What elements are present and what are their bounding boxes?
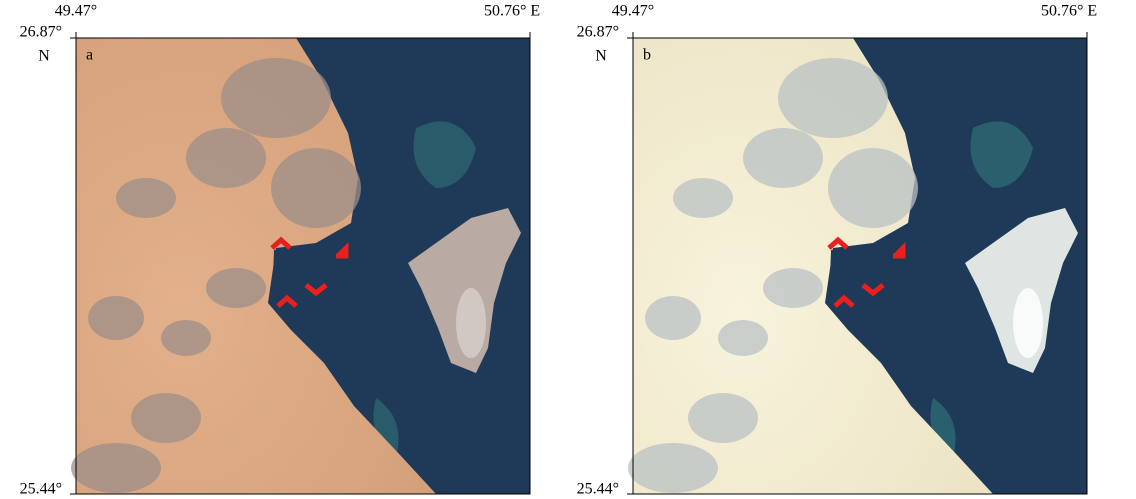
panel-label: b (643, 47, 651, 64)
island-core (1013, 288, 1043, 358)
lat-top: 26.87° (577, 24, 619, 41)
cloud-patch (116, 178, 176, 218)
cloud-patch (131, 393, 201, 443)
lat-top: 26.87° (20, 24, 62, 41)
figure: a 49.47° 50.76° E 26.87° N 25.44° b 49.47° 50.76… (0, 0, 1136, 499)
cloud-patch (743, 128, 823, 188)
island-core (456, 288, 486, 358)
lat-unit: N (38, 48, 50, 65)
cloud-patch (186, 128, 266, 188)
map-panel: b (628, 38, 1087, 494)
cloud-patch (71, 443, 161, 493)
map-panel: a (71, 38, 530, 494)
cloud-patch (778, 58, 888, 138)
lat-bottom: 25.44° (577, 481, 619, 498)
cloud-patch (221, 58, 331, 138)
lon-right: 50.76° E (484, 3, 540, 20)
cloud-patch (206, 268, 266, 308)
cloud-patch (673, 178, 733, 218)
page: {"panels": [ {"label": "a", "lon_left": … (0, 0, 1136, 499)
panel-label: a (86, 47, 93, 64)
lon-left: 49.47° (55, 3, 97, 20)
cloud-patch (161, 320, 211, 356)
cloud-patch (763, 268, 823, 308)
cloud-patch (271, 148, 361, 228)
lat-unit: N (595, 48, 607, 65)
cloud-patch (718, 320, 768, 356)
cloud-patch (628, 443, 718, 493)
lat-bottom: 25.44° (20, 481, 62, 498)
cloud-patch (88, 296, 144, 340)
cloud-patch (645, 296, 701, 340)
cloud-patch (688, 393, 758, 443)
lon-right: 50.76° E (1041, 3, 1097, 20)
cloud-patch (828, 148, 918, 228)
lon-left: 49.47° (612, 3, 654, 20)
